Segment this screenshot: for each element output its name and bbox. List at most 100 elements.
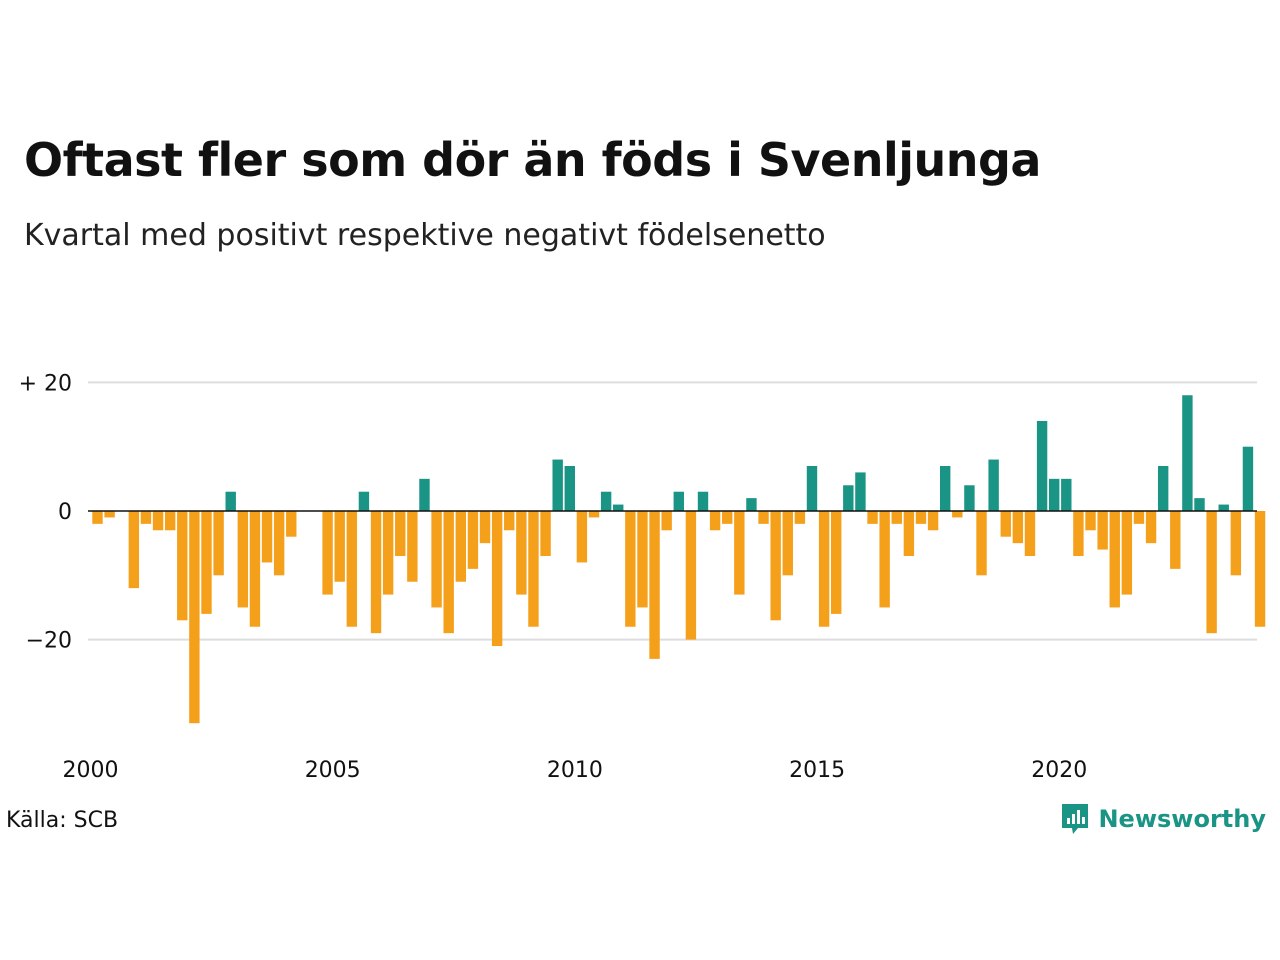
bar <box>1012 511 1024 544</box>
bar <box>818 511 830 627</box>
bar <box>576 511 588 563</box>
bar <box>613 504 624 511</box>
bar <box>491 511 503 647</box>
bar-chart: + 20 0 −20 2000 2005 2010 2015 2020 <box>19 371 1266 783</box>
bar <box>927 511 939 531</box>
bar <box>479 511 491 544</box>
bar <box>189 511 200 724</box>
y-tick-label: 0 <box>58 500 72 525</box>
bar <box>600 491 612 511</box>
bar <box>976 511 987 576</box>
bar <box>1242 446 1254 511</box>
bar <box>273 511 285 576</box>
x-tick-label: 2000 <box>63 758 119 783</box>
bar <box>455 511 466 582</box>
bar <box>213 511 224 576</box>
bar <box>516 511 527 595</box>
bar <box>940 465 951 511</box>
bar <box>140 511 152 524</box>
bar <box>782 511 793 576</box>
bar <box>734 511 745 595</box>
bar <box>564 465 575 511</box>
grid-lines <box>88 381 1257 641</box>
bar <box>1048 478 1060 511</box>
bar <box>952 511 963 518</box>
bar <box>1073 511 1084 557</box>
bar <box>1133 511 1145 524</box>
bar <box>419 478 430 511</box>
y-tick-label: + 20 <box>19 371 72 396</box>
bar <box>467 511 479 569</box>
source-credit: Källa: SCB <box>6 808 119 833</box>
bar <box>722 511 733 524</box>
bar <box>625 511 636 627</box>
bar <box>1254 511 1266 627</box>
bar <box>867 511 878 524</box>
x-axis-labels: 2000 2005 2010 2015 2020 <box>63 758 1088 783</box>
x-tick-label: 2010 <box>547 758 603 783</box>
bar <box>225 491 236 511</box>
bar <box>382 511 394 595</box>
bar <box>1109 511 1120 608</box>
bar <box>915 511 927 524</box>
bar <box>964 485 975 511</box>
y-axis-labels: + 20 0 −20 <box>19 371 72 653</box>
bar <box>1157 465 1169 511</box>
bars <box>92 395 1266 724</box>
bar <box>903 511 915 557</box>
bar <box>1121 511 1133 595</box>
bar <box>540 511 551 557</box>
bar <box>831 511 842 614</box>
bar <box>794 511 806 524</box>
bar <box>891 511 902 524</box>
x-tick-label: 2020 <box>1031 758 1087 783</box>
bar <box>1230 511 1242 576</box>
newsworthy-logo-icon <box>1062 804 1089 834</box>
bar <box>431 511 442 608</box>
bar <box>201 511 212 614</box>
bar <box>649 511 660 659</box>
bar <box>879 511 890 608</box>
bar <box>770 511 781 621</box>
bar <box>1145 511 1157 544</box>
bar <box>370 511 382 634</box>
bar <box>673 491 684 511</box>
bar <box>1036 420 1048 511</box>
bar <box>528 511 539 627</box>
bar <box>322 511 333 595</box>
bar <box>855 472 866 511</box>
bar <box>1024 511 1036 557</box>
bar <box>443 511 454 634</box>
bar <box>346 511 358 627</box>
bar <box>407 511 418 582</box>
brand-name: Newsworthy <box>1098 805 1266 833</box>
bar <box>988 459 999 511</box>
bar <box>395 511 406 557</box>
bar <box>1218 504 1229 511</box>
x-tick-label: 2005 <box>305 758 361 783</box>
bar <box>1061 478 1072 511</box>
bar <box>177 511 188 621</box>
bar <box>249 511 261 627</box>
bar <box>1182 395 1193 511</box>
bar <box>152 511 164 531</box>
y-tick-label: −20 <box>26 629 72 654</box>
bar <box>1194 498 1205 511</box>
bar <box>588 511 600 518</box>
bar <box>697 491 709 511</box>
brand-logo: Newsworthy <box>1060 802 1266 836</box>
bar <box>1000 511 1011 537</box>
bar <box>843 485 854 511</box>
bar <box>261 511 273 563</box>
bar <box>164 511 176 531</box>
bar <box>746 498 757 511</box>
bar <box>504 511 515 531</box>
bar <box>334 511 345 582</box>
bar <box>1097 511 1108 550</box>
bar <box>1206 511 1217 634</box>
bar <box>1170 511 1181 569</box>
bar <box>685 511 697 640</box>
bar <box>237 511 249 608</box>
bar <box>758 511 769 524</box>
bar <box>806 465 818 511</box>
